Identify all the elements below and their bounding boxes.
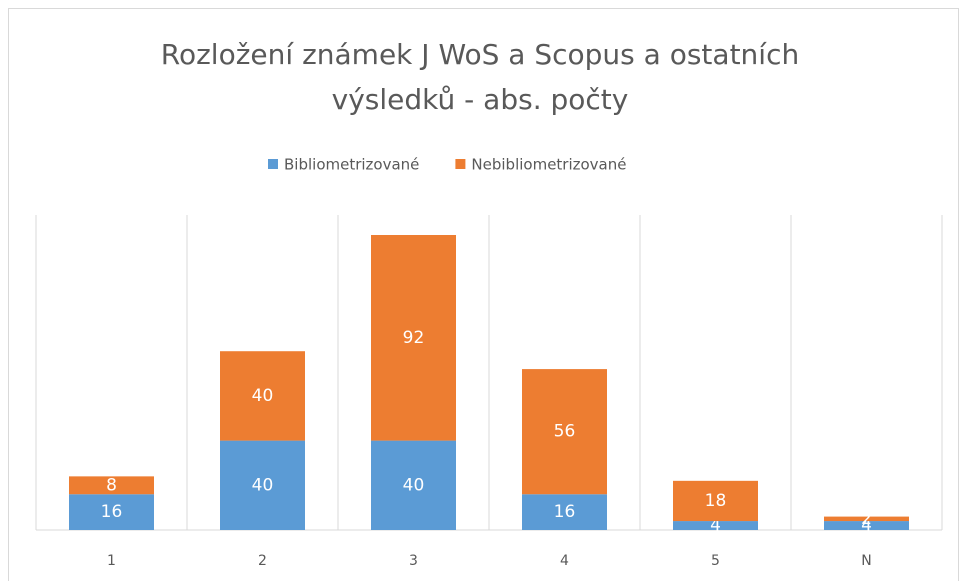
bar-segment	[69, 476, 154, 495]
data-label: 40	[252, 386, 274, 406]
data-label: 16	[554, 502, 576, 522]
x-tick-label: N	[861, 553, 871, 569]
chart-frame	[8, 8, 959, 581]
data-label: 40	[252, 475, 274, 495]
bar-segment	[220, 351, 305, 441]
bar-segment	[371, 440, 456, 530]
bar-segment	[824, 521, 909, 530]
legend-swatch	[455, 159, 466, 169]
data-label: 16	[101, 502, 123, 522]
data-label: 40	[403, 475, 425, 495]
bar-segment	[220, 440, 305, 530]
legend-label: Bibliometrizované	[284, 156, 419, 174]
legend-swatch	[268, 159, 278, 169]
bar-segment	[371, 235, 456, 441]
bar-segment	[69, 494, 154, 530]
bar-segment	[824, 516, 909, 522]
data-label: 18	[705, 491, 727, 511]
bar-segment	[522, 494, 607, 530]
chart-title: Rozložení známek J WoS a Scopus a ostatn…	[161, 38, 799, 71]
x-tick-label: 3	[409, 553, 418, 569]
bar-segment	[673, 480, 758, 522]
legend-label: Nebibliometrizované	[471, 156, 626, 174]
x-tick-label: 5	[711, 553, 720, 569]
x-tick-label: 2	[258, 553, 267, 569]
bar-segment	[522, 369, 607, 495]
data-label: 4	[710, 516, 721, 536]
data-label: 2	[861, 509, 872, 529]
data-label: 92	[403, 328, 425, 348]
data-label: 56	[554, 422, 576, 442]
x-tick-label: 1	[107, 553, 116, 569]
x-tick-label: 4	[560, 553, 569, 569]
data-label: 8	[106, 475, 117, 495]
data-label: 4	[861, 516, 872, 536]
chart-title: výsledků - abs. počty	[332, 83, 629, 116]
bar-segment	[673, 521, 758, 530]
